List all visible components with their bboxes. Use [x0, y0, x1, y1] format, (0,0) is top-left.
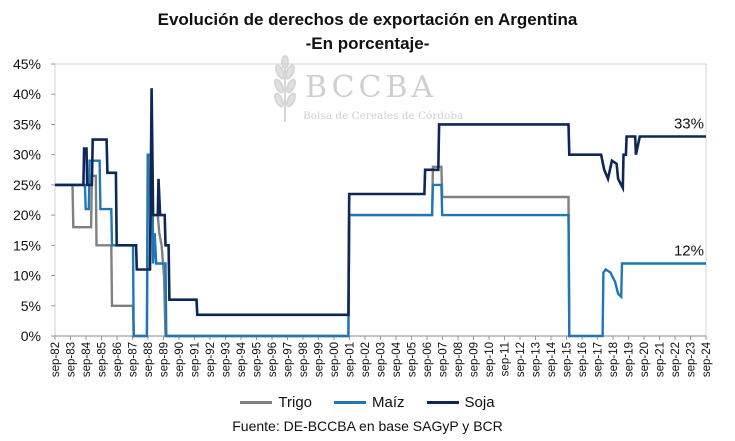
x-tick-label: sep-05	[407, 342, 419, 377]
x-tick-label: sep-14	[546, 341, 558, 377]
y-tick-label: 45%	[13, 56, 41, 72]
x-tick-label: sep-19	[624, 342, 636, 377]
x-tick-label: sep-95	[252, 342, 264, 377]
legend: Trigo Maíz Soja	[0, 394, 735, 411]
series-line-soja	[55, 88, 706, 317]
x-tick-label: sep-85	[97, 342, 109, 377]
legend-swatch-soja	[426, 401, 459, 404]
y-tick-label: 30%	[13, 147, 41, 163]
x-tick-label: sep-97	[283, 342, 295, 377]
x-tick-label: sep-96	[267, 342, 279, 377]
series-line-maiz	[55, 153, 706, 338]
x-tick-label: sep-17	[593, 342, 605, 377]
x-tick-label: sep-04	[391, 341, 403, 377]
x-tick-label: sep-16	[577, 342, 589, 377]
end-value-label-maiz: 12%	[674, 242, 704, 259]
watermark-subtitle: Bolsa de Cereales de Córdoba	[303, 110, 463, 122]
y-tick-label: 40%	[13, 86, 41, 102]
x-tick-label: sep-11	[500, 342, 512, 376]
x-tick-label: sep-03	[376, 342, 388, 377]
x-tick-label: sep-07	[438, 342, 450, 377]
x-tick-label: sep-88	[143, 342, 155, 377]
legend-swatch-maiz	[334, 401, 367, 404]
y-tick-label: 0%	[21, 328, 41, 344]
chart-title: Evolución de derechos de exportación en …	[157, 10, 578, 29]
x-tick-label: sep-83	[66, 342, 78, 377]
bccba-logo: BCCBA Bolsa de Cereales de Córdoba	[273, 55, 463, 122]
watermark-name: BCCBA	[305, 70, 437, 105]
wheat-icon	[273, 55, 297, 122]
x-tick-label: sep-06	[422, 342, 434, 377]
x-tick-label: sep-01	[345, 342, 357, 377]
x-tick-label: sep-18	[608, 342, 620, 377]
x-tick-label: sep-86	[112, 342, 124, 377]
x-tick-label: sep-08	[453, 342, 465, 377]
chart-subtitle: -En porcentaje-	[305, 34, 430, 53]
x-tick-label: sep-24	[701, 341, 713, 377]
x-tick-label: sep-93	[221, 342, 233, 377]
x-tick-label: sep-00	[329, 342, 341, 377]
x-tick-label: sep-20	[639, 342, 651, 377]
x-tick-label: sep-15	[562, 342, 574, 377]
legend-item-maiz: Maíz	[334, 394, 405, 411]
x-tick-label: sep-10	[484, 342, 496, 377]
x-tick-label: sep-98	[298, 342, 310, 377]
end-value-label-soja: 33%	[674, 116, 704, 133]
y-tick-label: 15%	[13, 237, 41, 253]
y-tick-label: 25%	[13, 177, 41, 193]
y-tick-label: 5%	[21, 298, 41, 314]
y-tick-label: 20%	[13, 207, 41, 223]
x-tick-label: sep-21	[655, 342, 667, 377]
x-tick-label: sep-89	[159, 342, 171, 377]
x-tick-label: sep-02	[360, 342, 372, 377]
x-tick-label: sep-87	[128, 342, 140, 377]
source-note: Fuente: DE-BCCBA en base SAGyP y BCR	[232, 418, 503, 434]
x-tick-label: sep-84	[81, 341, 93, 377]
legend-swatch-trigo	[240, 401, 273, 404]
legend-item-trigo: Trigo	[240, 394, 312, 411]
x-tick-label: sep-22	[670, 342, 682, 377]
x-tick-label: sep-91	[190, 342, 202, 377]
x-tick-label: sep-94	[236, 341, 248, 377]
x-tick-label: sep-09	[469, 342, 481, 377]
legend-item-soja: Soja	[426, 394, 495, 411]
legend-label-trigo: Trigo	[278, 394, 313, 411]
legend-label-soja: Soja	[464, 394, 495, 411]
x-tick-label: sep-23	[686, 342, 698, 377]
x-tick-label: sep-92	[205, 342, 217, 377]
x-tick-label: sep-99	[314, 342, 326, 377]
x-tick-label: sep-12	[515, 342, 527, 377]
x-tick-label: sep-90	[174, 342, 186, 377]
x-tick-label: sep-82	[50, 342, 62, 377]
y-tick-label: 10%	[13, 268, 41, 284]
legend-label-maiz: Maíz	[372, 394, 405, 411]
y-tick-label: 35%	[13, 116, 41, 132]
x-tick-label: sep-13	[531, 342, 543, 377]
